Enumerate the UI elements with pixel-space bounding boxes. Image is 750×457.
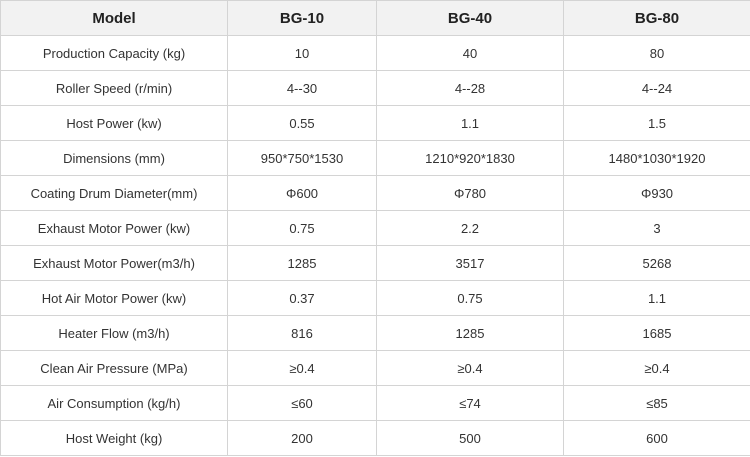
table-cell: 1.1 — [376, 105, 564, 141]
table-row: Hot Air Motor Power (kw) 0.37 0.75 1.1 — [0, 280, 750, 316]
table-cell: 600 — [563, 420, 750, 456]
table-cell: Φ600 — [227, 175, 377, 211]
table-row: Roller Speed (r/min) 4--30 4--28 4--24 — [0, 70, 750, 106]
table-cell: 80 — [563, 35, 750, 71]
table-cell: 3 — [563, 210, 750, 246]
table-cell: ≤74 — [376, 385, 564, 421]
table-body: Production Capacity (kg) 10 40 80 Roller Spe… — [0, 35, 750, 456]
table-cell: 3517 — [376, 245, 564, 281]
table-cell: 4--28 — [376, 70, 564, 106]
table-cell: 0.37 — [227, 280, 377, 316]
table-cell: 200 — [227, 420, 377, 456]
table-cell: 1480*1030*1920 — [563, 140, 750, 176]
table-row: Production Capacity (kg) 10 40 80 — [0, 35, 750, 71]
table-cell: 5268 — [563, 245, 750, 281]
table-cell: 4--24 — [563, 70, 750, 106]
table-cell: ≥0.4 — [563, 350, 750, 386]
header-row: Model BG-10 BG-40 BG-80 — [0, 0, 750, 36]
table-row: Air Consumption (kg/h) ≤60 ≤74 ≤85 — [0, 385, 750, 421]
table-row: Dimensions (mm) 950*750*1530 1210*920*1830… — [0, 140, 750, 176]
table-cell: ≥0.4 — [227, 350, 377, 386]
row-label: Host Power (kw) — [0, 105, 228, 141]
table-cell: 0.75 — [376, 280, 564, 316]
table-cell: 0.55 — [227, 105, 377, 141]
table-row: Exhaust Motor Power (kw) 0.75 2.2 3 — [0, 210, 750, 246]
table-cell: Φ930 — [563, 175, 750, 211]
table-cell: ≥0.4 — [376, 350, 564, 386]
table-cell: 0.75 — [227, 210, 377, 246]
table-cell: 500 — [376, 420, 564, 456]
row-label: Production Capacity (kg) — [0, 35, 228, 71]
row-label: Heater Flow (m3/h) — [0, 315, 228, 351]
row-label: Clean Air Pressure (MPa) — [0, 350, 228, 386]
header-cell: BG-80 — [563, 0, 750, 36]
table-row: Clean Air Pressure (MPa) ≥0.4 ≥0.4 ≥0.4 — [0, 350, 750, 386]
row-label: Air Consumption (kg/h) — [0, 385, 228, 421]
table-cell: Φ780 — [376, 175, 564, 211]
row-label: Dimensions (mm) — [0, 140, 228, 176]
table-cell: 816 — [227, 315, 377, 351]
table-cell: ≤85 — [563, 385, 750, 421]
table-cell: 1285 — [376, 315, 564, 351]
table-cell: 1685 — [563, 315, 750, 351]
row-label: Hot Air Motor Power (kw) — [0, 280, 228, 316]
header-cell: Model — [0, 0, 228, 36]
table-row: Heater Flow (m3/h) 816 1285 1685 — [0, 315, 750, 351]
header-cell: BG-40 — [376, 0, 564, 36]
table-cell: 40 — [376, 35, 564, 71]
table-row: Coating Drum Diameter(mm) Φ600 Φ780 Φ930 — [0, 175, 750, 211]
header-cell: BG-10 — [227, 0, 377, 36]
table-cell: 950*750*1530 — [227, 140, 377, 176]
table-cell: 1285 — [227, 245, 377, 281]
table-cell: 1.5 — [563, 105, 750, 141]
row-label: Host Weight (kg) — [0, 420, 228, 456]
row-label: Roller Speed (r/min) — [0, 70, 228, 106]
row-label: Coating Drum Diameter(mm) — [0, 175, 228, 211]
table-cell: 1210*920*1830 — [376, 140, 564, 176]
table-cell: ≤60 — [227, 385, 377, 421]
table-row: Host Weight (kg) 200 500 600 — [0, 420, 750, 456]
table-row: Exhaust Motor Power(m3/h) 1285 3517 5268 — [0, 245, 750, 281]
row-label: Exhaust Motor Power (kw) — [0, 210, 228, 246]
table-cell: 10 — [227, 35, 377, 71]
table-cell: 2.2 — [376, 210, 564, 246]
row-label: Exhaust Motor Power(m3/h) — [0, 245, 228, 281]
table-cell: 1.1 — [563, 280, 750, 316]
table-cell: 4--30 — [227, 70, 377, 106]
table-row: Host Power (kw) 0.55 1.1 1.5 — [0, 105, 750, 141]
